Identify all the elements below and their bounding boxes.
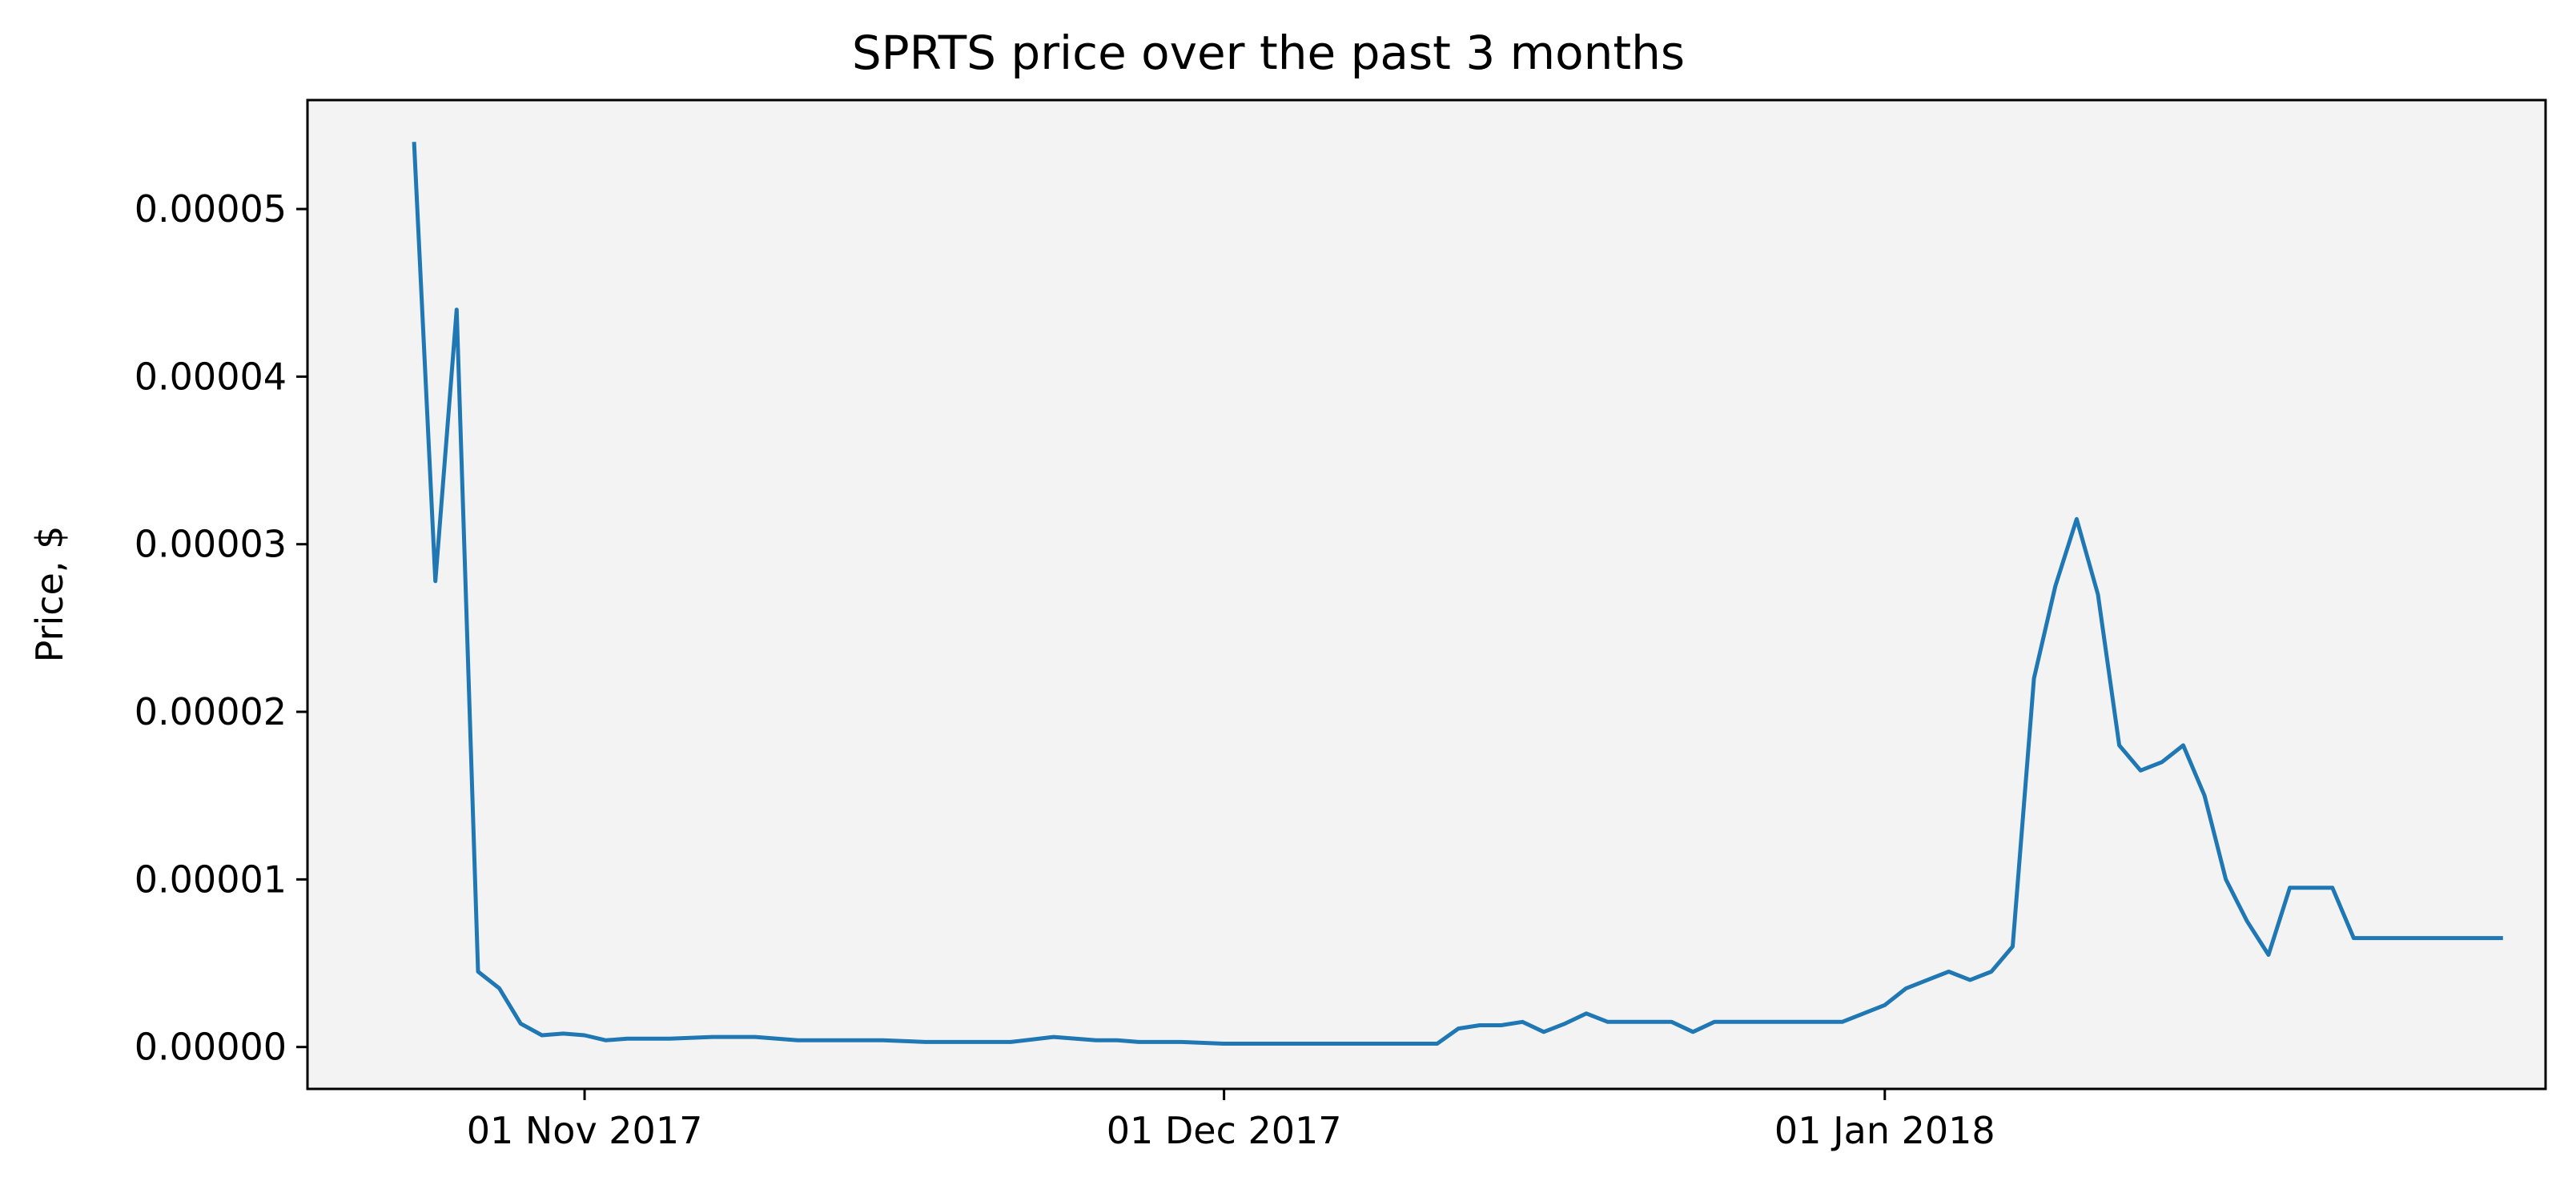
y-axis-label: Price, $ [28, 526, 71, 663]
y-tick-label: 0.00003 [135, 523, 287, 566]
x-axis: 01 Nov 2017 01 Dec 2017 01 Jan 2018 [467, 1089, 1995, 1152]
y-tick-label: 0.00004 [135, 355, 287, 398]
y-tick-label: 0.00001 [135, 858, 287, 901]
x-tick-label: 01 Dec 2017 [1107, 1109, 1342, 1152]
x-tick-label: 01 Jan 2018 [1774, 1109, 1995, 1152]
y-axis: 0.00000 0.00001 0.00002 0.00003 0.00004 0.000… [135, 187, 307, 1069]
y-tick-label: 0.00005 [135, 187, 287, 231]
x-tick-label: 01 Nov 2017 [467, 1109, 703, 1152]
series-line [412, 142, 2503, 1046]
y-tick-label: 0.00000 [135, 1026, 287, 1069]
chart-title: SPRTS price over the past 3 months [852, 26, 1685, 80]
plot-area [306, 98, 2547, 1091]
y-tick-label: 0.00002 [135, 690, 287, 733]
